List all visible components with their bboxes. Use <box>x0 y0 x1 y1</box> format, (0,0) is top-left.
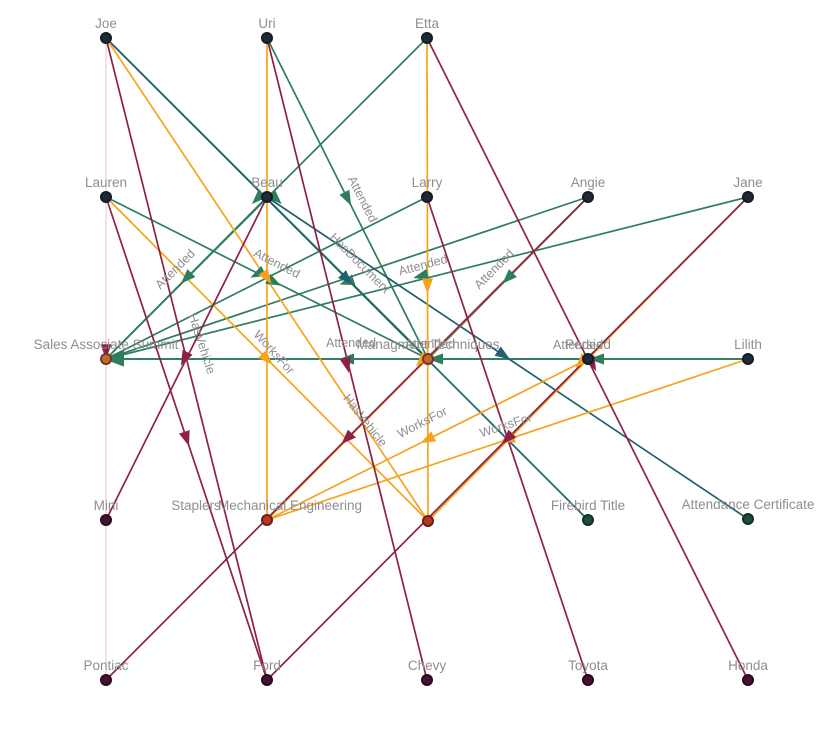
node-mecheng[interactable] <box>422 515 434 527</box>
edge-arrow-icon <box>251 189 267 205</box>
node-lilith[interactable] <box>742 353 754 365</box>
node-label-sas: Sales Associate Summit <box>34 337 179 352</box>
edge-label: WorksFor <box>395 404 449 441</box>
edge-arrow-icon <box>100 344 112 360</box>
node-attcert[interactable] <box>742 513 754 525</box>
edge-label: HasDocument <box>327 230 393 296</box>
edge-arrow-icon <box>494 346 511 360</box>
node-jane[interactable] <box>742 191 754 203</box>
node-label-uri: Uri <box>258 16 275 31</box>
edge-arrow-icon <box>501 429 517 445</box>
edge-label: Attended <box>553 338 603 352</box>
edge-label: Attended <box>472 246 517 291</box>
edge-arrow-icon <box>339 356 351 373</box>
edge-arrow-icon <box>413 268 430 280</box>
node-label-lilith: Lilith <box>734 337 762 352</box>
edge-arrow-icon <box>428 353 443 365</box>
node-angie[interactable] <box>582 191 594 203</box>
node-label-toyota: Toyota <box>568 658 608 673</box>
node-joe[interactable] <box>100 32 112 44</box>
node-label-mini: Mini <box>94 498 119 513</box>
node-labels-layer: Joe Uri Etta Lauren Beau Larry Angie Jane Sales … <box>34 16 815 673</box>
node-label-ford: Ford <box>253 658 281 673</box>
node-toyota[interactable] <box>582 674 594 686</box>
node-label-joe: Joe <box>95 16 117 31</box>
edge-arrows-layer <box>100 189 604 447</box>
node-firebird[interactable] <box>582 514 594 526</box>
node-label-mt: Managment Techniques <box>356 337 499 352</box>
edge-label: HasVehicle <box>185 312 218 376</box>
node-label-staplers: Staplers <box>171 498 221 513</box>
edge-arrow-icon <box>420 431 437 444</box>
node-staplers[interactable] <box>261 514 273 526</box>
node-label-jane: Jane <box>733 175 762 190</box>
edge-arrow-icon <box>180 349 193 366</box>
node-pontiac[interactable] <box>100 674 112 686</box>
node-mini[interactable] <box>100 514 112 526</box>
edge-label: WorksFor <box>251 328 297 377</box>
node-label-firebird: Firebird Title <box>551 498 625 513</box>
node-label-pontiac: Pontiac <box>83 658 128 673</box>
node-label-mecheng: Mechanical Engineering <box>218 498 362 513</box>
edge-arrow-icon <box>267 189 282 205</box>
node-label-beau: Beau <box>251 175 283 190</box>
edge-arrow-icon <box>339 189 352 206</box>
node-etta[interactable] <box>421 32 433 44</box>
node-label-larry: Larry <box>412 175 443 190</box>
node-ford[interactable] <box>261 674 273 686</box>
node-sas[interactable] <box>100 353 112 365</box>
edge-arrow-icon <box>338 270 353 285</box>
node-label-chevy: Chevy <box>408 658 447 673</box>
edge-arrow-icon <box>258 350 273 365</box>
node-label-persied: Persied <box>565 337 611 352</box>
edge-arrow-icon <box>178 430 190 447</box>
edge-arrow-icon <box>421 278 434 294</box>
node-label-angie: Angie <box>571 175 606 190</box>
edge-arrow-icon <box>258 268 272 285</box>
node-label-attcert: Attendance Certificate <box>682 497 815 512</box>
node-label-etta: Etta <box>415 16 440 31</box>
edge-arrow-icon <box>180 269 196 284</box>
node-label-honda: Honda <box>728 658 768 673</box>
node-mt[interactable] <box>422 353 434 365</box>
node-honda[interactable] <box>742 674 754 686</box>
nodes-layer <box>100 32 754 686</box>
node-chevy[interactable] <box>421 674 433 686</box>
node-lauren[interactable] <box>100 191 112 203</box>
node-label-lauren: Lauren <box>85 175 127 190</box>
node-beau[interactable] <box>261 191 273 203</box>
edge-arrow-icon <box>589 353 604 365</box>
edge-label: Attended <box>405 337 455 351</box>
edge-label: Attended <box>326 336 376 350</box>
node-uri[interactable] <box>261 32 273 44</box>
edge-arrow-icon <box>502 269 517 284</box>
edge-arrow-icon <box>341 429 356 445</box>
node-larry[interactable] <box>421 191 433 203</box>
edge-arrow-icon <box>109 355 124 367</box>
node-persied[interactable] <box>582 353 594 365</box>
